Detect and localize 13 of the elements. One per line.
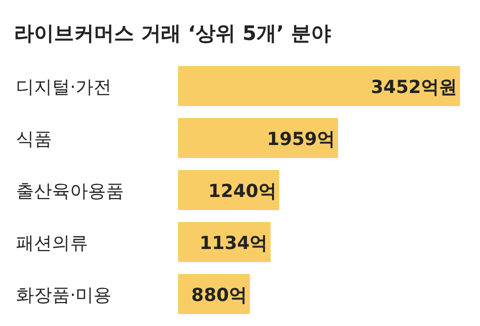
data-label: 1134억 (200, 233, 268, 254)
y-tick-label: 디지털·가전 (16, 77, 112, 98)
data-label: 880억 (191, 285, 247, 306)
chart-title: 라이브커머스 거래 ‘상위 5개’ 분야 (14, 21, 331, 45)
data-label: 1240억 (208, 181, 276, 202)
y-tick-label: 화장품·미용 (16, 285, 112, 306)
bar (178, 118, 338, 158)
y-tick-label: 패션의류 (16, 233, 88, 254)
data-label: 3452억원 (370, 77, 457, 98)
y-tick-label: 식품 (16, 129, 52, 150)
y-tick-label: 출산육아용품 (16, 181, 124, 202)
data-label: 1959억 (266, 129, 336, 150)
bar (178, 66, 460, 106)
